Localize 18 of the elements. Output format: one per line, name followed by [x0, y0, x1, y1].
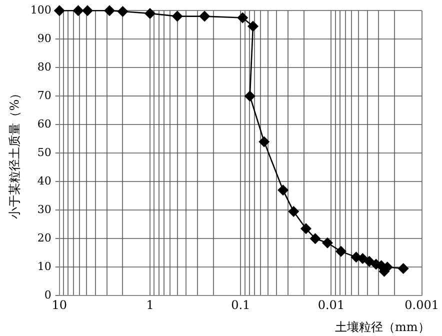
y-tick-label: 20 [37, 231, 52, 244]
y-tick-label: 80 [37, 60, 52, 74]
x-tick-label: 0.001 [404, 298, 440, 312]
x-tick-label: 0.1 [231, 298, 250, 312]
x-axis-title: 土壤粒径（mm） [335, 320, 430, 334]
y-tick-label: 40 [37, 174, 52, 188]
y-tick-label: 70 [37, 88, 52, 102]
x-tick-label: 1 [146, 298, 154, 312]
y-tick-label: 10 [37, 260, 52, 273]
y-tick-label: 50 [37, 146, 52, 159]
y-tick-label: 0 [44, 288, 52, 302]
y-tick-label: 30 [37, 202, 52, 216]
y-axis-title: 小于某粒径土质量（%） [7, 87, 22, 219]
y-tick-label: 60 [37, 117, 52, 130]
y-tick-label: 100 [30, 3, 52, 16]
x-tick-label: 10 [52, 298, 68, 312]
y-tick-label: 90 [37, 32, 52, 45]
x-tick-label: 0.01 [318, 298, 345, 312]
